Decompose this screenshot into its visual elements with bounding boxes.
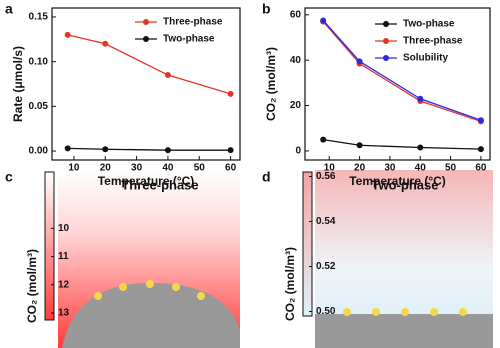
colorbar-tick-label: 0.52 bbox=[316, 261, 336, 272]
y-tick-label: 0 bbox=[295, 146, 301, 157]
colorbar-tick-label: 0.56 bbox=[316, 171, 336, 182]
colorbar-tick-label: 11 bbox=[58, 251, 69, 262]
x-tick-label: 10 bbox=[68, 163, 80, 174]
y-tick-label: 40 bbox=[290, 55, 302, 66]
data-point bbox=[417, 144, 424, 151]
x-tick-label: 10 bbox=[324, 163, 336, 174]
x-tick-label: 40 bbox=[162, 163, 174, 174]
particle bbox=[62, 283, 240, 348]
colorbar-tick-label: 12 bbox=[58, 279, 70, 290]
colorbar-tick-label: 0.54 bbox=[316, 216, 336, 227]
x-tick-label: 40 bbox=[415, 163, 427, 174]
data-point bbox=[356, 142, 363, 149]
data-point bbox=[227, 90, 234, 97]
colorbar-tick-label: 10 bbox=[58, 223, 70, 234]
y-axis-label: CO₂ (mol/m³) bbox=[264, 47, 278, 121]
catalyst-dots bbox=[94, 280, 205, 300]
y-tick-label: 0.15 bbox=[29, 12, 49, 23]
legend-label: Three-phase bbox=[163, 17, 223, 28]
colorbar-tick-label: 0.50 bbox=[316, 306, 336, 317]
data-point bbox=[164, 147, 171, 154]
data-point bbox=[477, 117, 484, 124]
x-tick-label: 20 bbox=[100, 163, 112, 174]
catalyst-dots bbox=[343, 308, 467, 316]
series-line bbox=[322, 20, 482, 121]
y-tick-label: 0.05 bbox=[29, 101, 49, 112]
data-point bbox=[64, 31, 71, 38]
y-axis-label: Rate (μmol/s) bbox=[11, 46, 25, 122]
x-axis-label: Temperature (°C) bbox=[98, 174, 195, 188]
legend-marker bbox=[383, 38, 389, 44]
y-tick-label: 20 bbox=[290, 100, 302, 111]
legend-label: Three-phase bbox=[403, 36, 463, 47]
legend-marker bbox=[383, 21, 389, 27]
colorbar bbox=[302, 171, 313, 317]
panel-letter: c bbox=[5, 169, 13, 185]
legend-label: Two-phase bbox=[403, 19, 455, 30]
series-line bbox=[322, 21, 482, 123]
data-point bbox=[320, 17, 327, 24]
data-point bbox=[227, 147, 234, 154]
panel-title: Three-phase bbox=[121, 177, 198, 192]
colorbar-label: CO₂ (mol/m³) bbox=[25, 249, 39, 323]
panel-letter: b bbox=[262, 1, 271, 17]
x-axis-label: Temperature (°C) bbox=[349, 174, 446, 188]
electrode bbox=[315, 314, 493, 348]
colorbar-tick-label: 13 bbox=[58, 308, 70, 319]
series-line bbox=[67, 147, 231, 151]
data-point bbox=[477, 146, 484, 153]
panel-letter: d bbox=[262, 169, 271, 185]
colorbar-label: CO₂ (mol/m³) bbox=[283, 247, 297, 321]
data-point bbox=[164, 72, 171, 79]
legend-marker bbox=[143, 36, 149, 42]
series-line bbox=[67, 34, 231, 95]
data-point bbox=[320, 136, 327, 143]
y-tick-label: 0.10 bbox=[29, 56, 49, 67]
y-tick-label: 60 bbox=[290, 9, 302, 20]
plot-frame bbox=[304, 7, 491, 161]
x-tick-label: 30 bbox=[131, 163, 143, 174]
panel-title: Two-phase bbox=[372, 177, 439, 192]
plot-frame bbox=[51, 7, 241, 161]
legend-label: Two-phase bbox=[163, 34, 215, 45]
legend-marker bbox=[143, 19, 149, 25]
y-tick-label: 0.00 bbox=[29, 146, 49, 157]
x-tick-label: 60 bbox=[225, 163, 237, 174]
x-tick-label: 60 bbox=[475, 163, 487, 174]
data-point bbox=[102, 40, 109, 47]
data-point bbox=[64, 145, 71, 152]
x-tick-label: 50 bbox=[445, 163, 457, 174]
series-line bbox=[323, 138, 481, 150]
data-point bbox=[102, 146, 109, 153]
data-point bbox=[417, 95, 424, 102]
x-tick-label: 30 bbox=[384, 163, 396, 174]
x-tick-label: 50 bbox=[194, 163, 206, 174]
legend-marker bbox=[383, 55, 389, 61]
panel-letter: a bbox=[5, 1, 13, 17]
colorbar bbox=[44, 171, 55, 321]
legend-label: Solubility bbox=[403, 53, 448, 64]
x-tick-label: 20 bbox=[354, 163, 366, 174]
data-point bbox=[356, 58, 363, 65]
